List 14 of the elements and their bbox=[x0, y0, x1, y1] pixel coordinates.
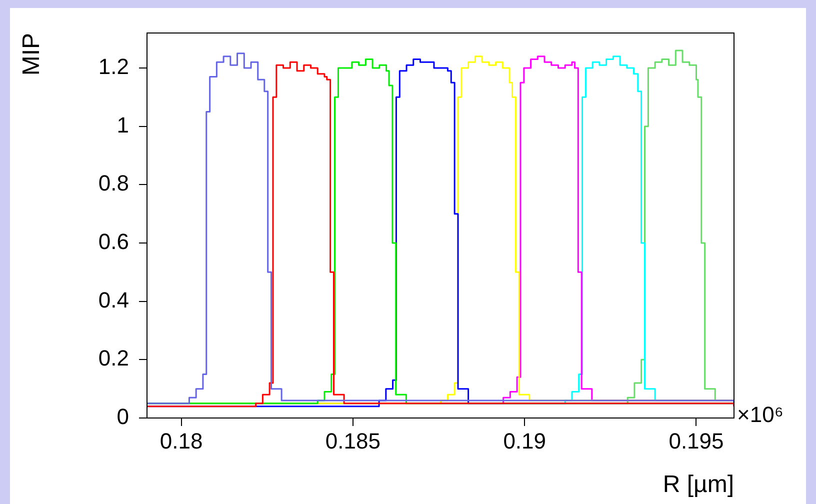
y-tick-label: 0.8 bbox=[98, 170, 129, 196]
x-axis-title: R [µm] bbox=[662, 471, 734, 498]
x-tick-label: 0.195 bbox=[668, 428, 724, 454]
y-tick-label: 0.6 bbox=[98, 229, 129, 254]
y-tick-label: 0.4 bbox=[98, 287, 129, 312]
x-tick-label: 0.18 bbox=[160, 428, 203, 454]
y-tick-label: 0 bbox=[116, 404, 129, 430]
x-tick-label: 0.185 bbox=[325, 428, 380, 454]
text: ×10⁶ bbox=[737, 402, 784, 427]
y-tick-label: 1.2 bbox=[98, 54, 129, 80]
y-axis-title: MIP bbox=[18, 33, 46, 76]
y-tick-label: 0.2 bbox=[98, 346, 129, 371]
x-tick-label: 0.19 bbox=[503, 428, 546, 454]
y-tick-label: 1 bbox=[116, 112, 129, 138]
